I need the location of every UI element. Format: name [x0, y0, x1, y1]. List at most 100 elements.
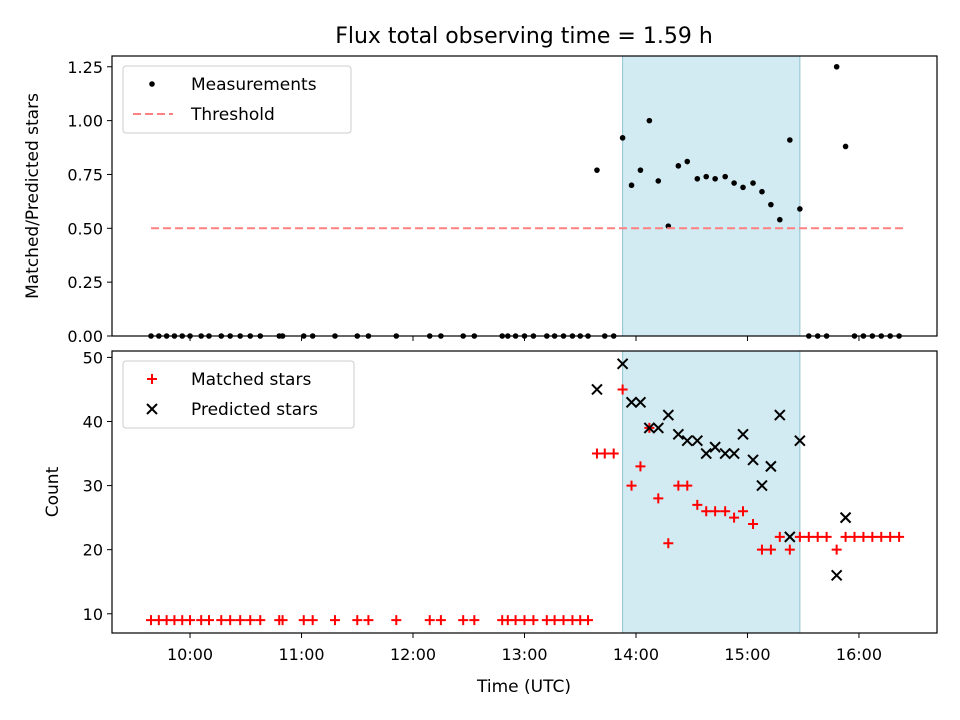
data-point [583, 615, 594, 626]
y-tick-label: 10 [83, 605, 103, 624]
data-point [298, 615, 309, 626]
data-point [652, 422, 664, 434]
series-1 [146, 384, 905, 626]
data-point [803, 531, 814, 542]
y-axis-label-top: Matched/Predicted stars [23, 93, 43, 299]
data-point [675, 163, 682, 169]
data-point [628, 182, 635, 189]
data-point [765, 544, 776, 555]
data-point [812, 531, 823, 542]
data-point [701, 506, 712, 517]
data-point [469, 615, 480, 626]
data-point [765, 460, 777, 473]
legend-marker [149, 81, 155, 87]
data-point [794, 531, 805, 542]
data-point [634, 396, 647, 408]
data-point [840, 531, 851, 542]
data-point [710, 506, 721, 517]
data-point [728, 447, 740, 460]
data-point [608, 448, 619, 459]
y-tick-label: 0.00 [67, 327, 103, 346]
data-point [709, 441, 721, 453]
data-point [245, 615, 256, 626]
x-tick-label: 15:00 [724, 645, 770, 664]
data-point [684, 158, 691, 165]
y-tick-label: 30 [83, 477, 103, 496]
data-point [216, 615, 227, 626]
data-point [694, 175, 701, 182]
data-point [876, 531, 887, 542]
data-point [740, 184, 746, 191]
data-point [720, 506, 731, 517]
data-point [558, 615, 569, 626]
y-tick-label: 40 [83, 413, 103, 432]
data-point [663, 538, 674, 549]
data-point [653, 493, 664, 504]
data-point [662, 409, 675, 421]
data-point [616, 358, 629, 370]
data-point [842, 143, 849, 150]
y-axis-label-bottom: Count [43, 466, 63, 517]
data-point [867, 531, 878, 542]
data-point [768, 201, 774, 208]
y-tick-label: 50 [83, 348, 103, 367]
data-point [363, 615, 374, 626]
panel-2: 10 20 30 40 50 10:00 11:00 12:00 13:00 14:00 15:00… [83, 348, 938, 664]
data-point [691, 435, 704, 447]
data-point [858, 531, 869, 542]
y-tick-label: 1.00 [67, 112, 103, 131]
data-point [759, 188, 765, 195]
series-1 [148, 63, 902, 339]
data-point [277, 615, 288, 626]
data-point [703, 173, 710, 180]
data-point [774, 531, 785, 542]
data-point [549, 615, 560, 626]
x-tick-label: 13:00 [501, 645, 547, 664]
data-point [672, 428, 685, 441]
data-point [839, 511, 852, 524]
plot-area: 0.00 0.25 0.50 0.75 1.00 1.25 Measurements Thre… [67, 55, 938, 664]
data-point [635, 461, 646, 472]
data-point [594, 167, 600, 173]
y-tick-label: 1.25 [67, 58, 103, 77]
data-point [203, 615, 214, 626]
legend: Matched stars Predicted stars [122, 360, 355, 429]
data-point [784, 544, 795, 555]
data-point [750, 180, 756, 186]
data-point [528, 615, 539, 626]
data-point [424, 615, 435, 626]
legend-marker [147, 374, 157, 384]
x-tick-label: 14:00 [613, 645, 659, 664]
data-point [329, 615, 340, 626]
data-point [626, 480, 637, 491]
data-point [617, 384, 628, 395]
data-point [731, 180, 737, 186]
legend-label: Threshold [190, 105, 275, 125]
data-point [777, 216, 783, 223]
data-point [821, 531, 832, 542]
observing-span [622, 350, 801, 634]
data-point [784, 531, 796, 543]
data-point [673, 480, 684, 491]
data-point [255, 615, 266, 626]
y-tick-label: 0.50 [67, 219, 103, 238]
data-point [747, 454, 759, 466]
data-point [458, 615, 469, 626]
x-tick-label: 11:00 [278, 645, 324, 664]
data-point [682, 480, 693, 491]
data-point [235, 615, 246, 626]
chart-title: Flux total observing time = 1.59 h [335, 24, 713, 49]
data-point [849, 531, 860, 542]
data-point [625, 396, 638, 408]
legend-marker [146, 403, 158, 415]
data-point [352, 615, 363, 626]
data-point [646, 117, 653, 124]
data-point [794, 435, 806, 447]
data-point [712, 175, 718, 182]
data-point [738, 506, 749, 517]
x-axis-label: Time (UTC) [476, 677, 571, 697]
x-tick-label: 10:00 [167, 645, 213, 664]
data-point [830, 569, 843, 582]
legend-label: Measurements [191, 75, 317, 95]
